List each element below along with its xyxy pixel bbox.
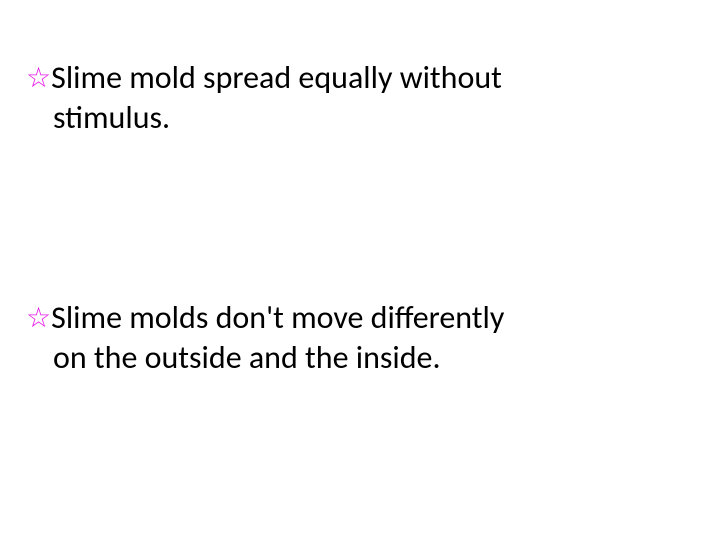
bullet-2-text-2: on the outside and the inside. [53,338,441,377]
star-icon: ☆ [26,64,51,92]
bullet-1: ☆ Slime mold spread equally without stim… [26,58,680,138]
bullet-2-text-1: Slime molds don't move differently [51,298,504,338]
bullet-1-line-2: stimulus. [26,98,680,138]
bullet-1-text-2: stimulus. [53,98,170,137]
bullet-1-text-1: Slime mold spread equally without [51,58,502,98]
bullet-2-line-2: on the outside and the inside. [26,338,680,378]
bullet-2: ☆ Slime molds don't move differently on … [26,298,680,378]
bullet-1-line-1: ☆ Slime mold spread equally without [26,58,680,98]
bullet-2-line-1: ☆ Slime molds don't move differently [26,298,680,338]
slide: ☆ Slime mold spread equally without stim… [0,0,720,540]
star-icon: ☆ [26,304,51,332]
